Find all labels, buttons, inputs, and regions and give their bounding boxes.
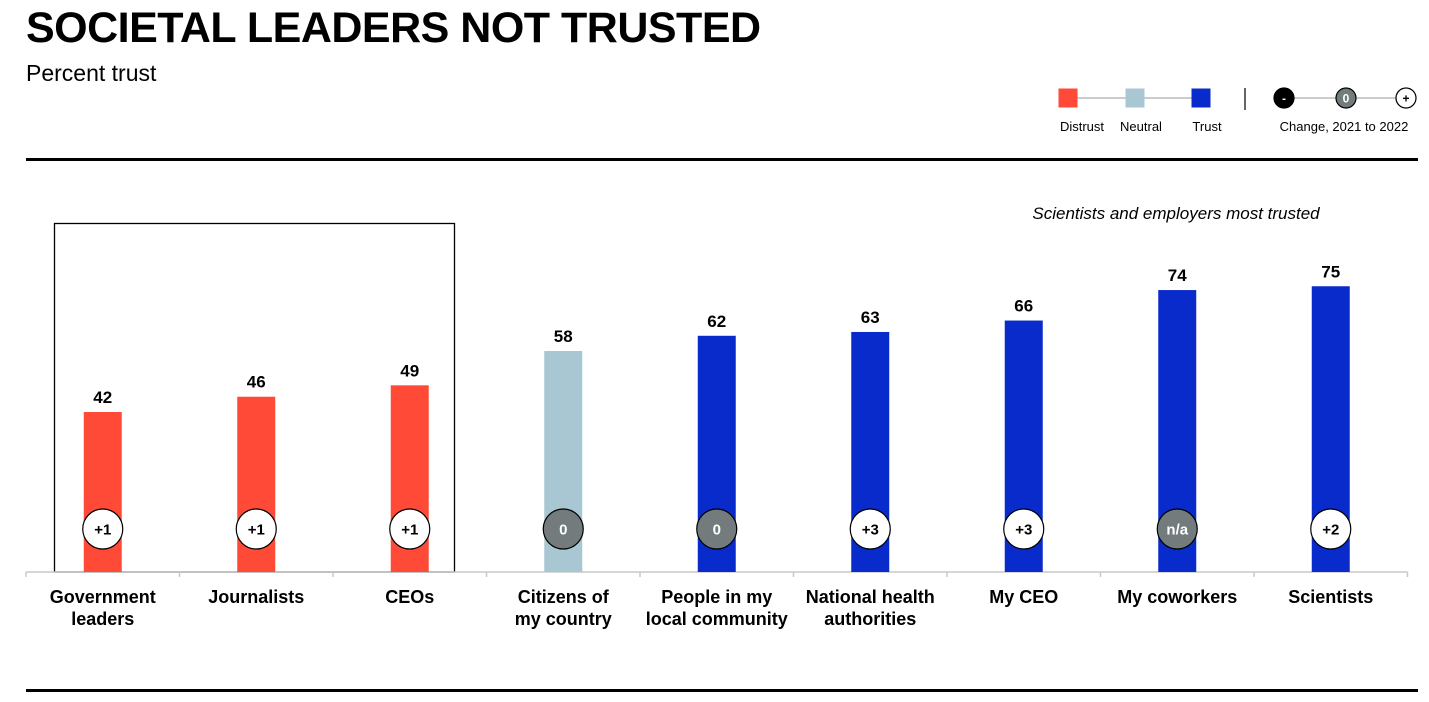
category-label-citizens-of-my-country: my country xyxy=(515,609,612,629)
value-label-journalists: 46 xyxy=(247,373,266,392)
legend-label-neutral: Neutral xyxy=(1120,119,1162,134)
category-label-national-health-authorities: National health xyxy=(806,587,935,607)
change-badge-citizens-of-my-country xyxy=(542,508,584,550)
category-label-national-health-authorities: authorities xyxy=(824,609,916,629)
legend-minus-label: - xyxy=(1282,92,1286,106)
change-badge-scientists xyxy=(1310,508,1352,550)
change-badge-people-in-my-local-community xyxy=(696,508,738,550)
value-label-citizens-of-my-country: 58 xyxy=(554,327,573,346)
legend-zero-icon xyxy=(1335,87,1357,109)
category-label-my-ceo: My CEO xyxy=(989,587,1058,607)
change-label-ceos: +1 xyxy=(401,522,418,539)
legend-label-trust: Trust xyxy=(1192,119,1222,134)
value-label-people-in-my-local-community: 62 xyxy=(707,312,726,331)
page-subtitle: Percent trust xyxy=(26,60,157,86)
category-label-people-in-my-local-community: local community xyxy=(646,609,788,629)
change-label-journalists: +1 xyxy=(248,522,265,539)
value-label-ceos: 49 xyxy=(400,361,419,380)
category-label-people-in-my-local-community: People in my xyxy=(661,587,772,607)
value-label-scientists: 75 xyxy=(1321,262,1340,281)
legend-plus-icon xyxy=(1395,87,1417,109)
category-label-citizens-of-my-country: Citizens of xyxy=(518,587,610,607)
category-label-scientists: Scientists xyxy=(1288,587,1373,607)
category-label-journalists: Journalists xyxy=(208,587,304,607)
legend-minus-icon xyxy=(1273,87,1295,109)
category-label-government-leaders: leaders xyxy=(71,609,134,629)
legend-swatch-distrust xyxy=(1058,88,1078,108)
change-badge-my-coworkers xyxy=(1156,508,1198,550)
legend-swatch-trust xyxy=(1191,88,1211,108)
annotation-text: Scientists and employers most trusted xyxy=(1032,204,1320,223)
change-label-my-coworkers: n/a xyxy=(1166,522,1188,539)
change-label-my-ceo: +3 xyxy=(1015,522,1032,539)
change-badge-journalists xyxy=(235,508,277,550)
legend-plus-label: + xyxy=(1402,92,1409,106)
value-label-government-leaders: 42 xyxy=(93,388,112,407)
legend-change-caption: Change, 2021 to 2022 xyxy=(1280,119,1409,134)
change-label-citizens-of-my-country: 0 xyxy=(559,522,567,539)
category-label-government-leaders: Government xyxy=(50,587,156,607)
category-label-ceos: CEOs xyxy=(385,587,434,607)
value-label-my-coworkers: 74 xyxy=(1168,266,1187,285)
top-divider xyxy=(26,158,1418,161)
value-label-national-health-authorities: 63 xyxy=(861,308,880,327)
category-label-my-coworkers: My coworkers xyxy=(1117,587,1237,607)
legend-zero-label: 0 xyxy=(1343,92,1350,106)
legend-swatch-neutral xyxy=(1125,88,1145,108)
change-badge-national-health-authorities xyxy=(849,508,891,550)
legend-label-distrust: Distrust xyxy=(1060,119,1104,134)
change-badge-government-leaders xyxy=(82,508,124,550)
page-title: SOCIETAL LEADERS NOT TRUSTED xyxy=(26,4,761,52)
change-label-scientists: +2 xyxy=(1322,522,1339,539)
change-badge-my-ceo xyxy=(1003,508,1045,550)
change-label-government-leaders: +1 xyxy=(94,522,111,539)
change-label-people-in-my-local-community: 0 xyxy=(713,522,721,539)
value-label-my-ceo: 66 xyxy=(1014,297,1033,316)
change-label-national-health-authorities: +3 xyxy=(862,522,879,539)
change-badge-ceos xyxy=(389,508,431,550)
bottom-divider xyxy=(26,689,1418,692)
